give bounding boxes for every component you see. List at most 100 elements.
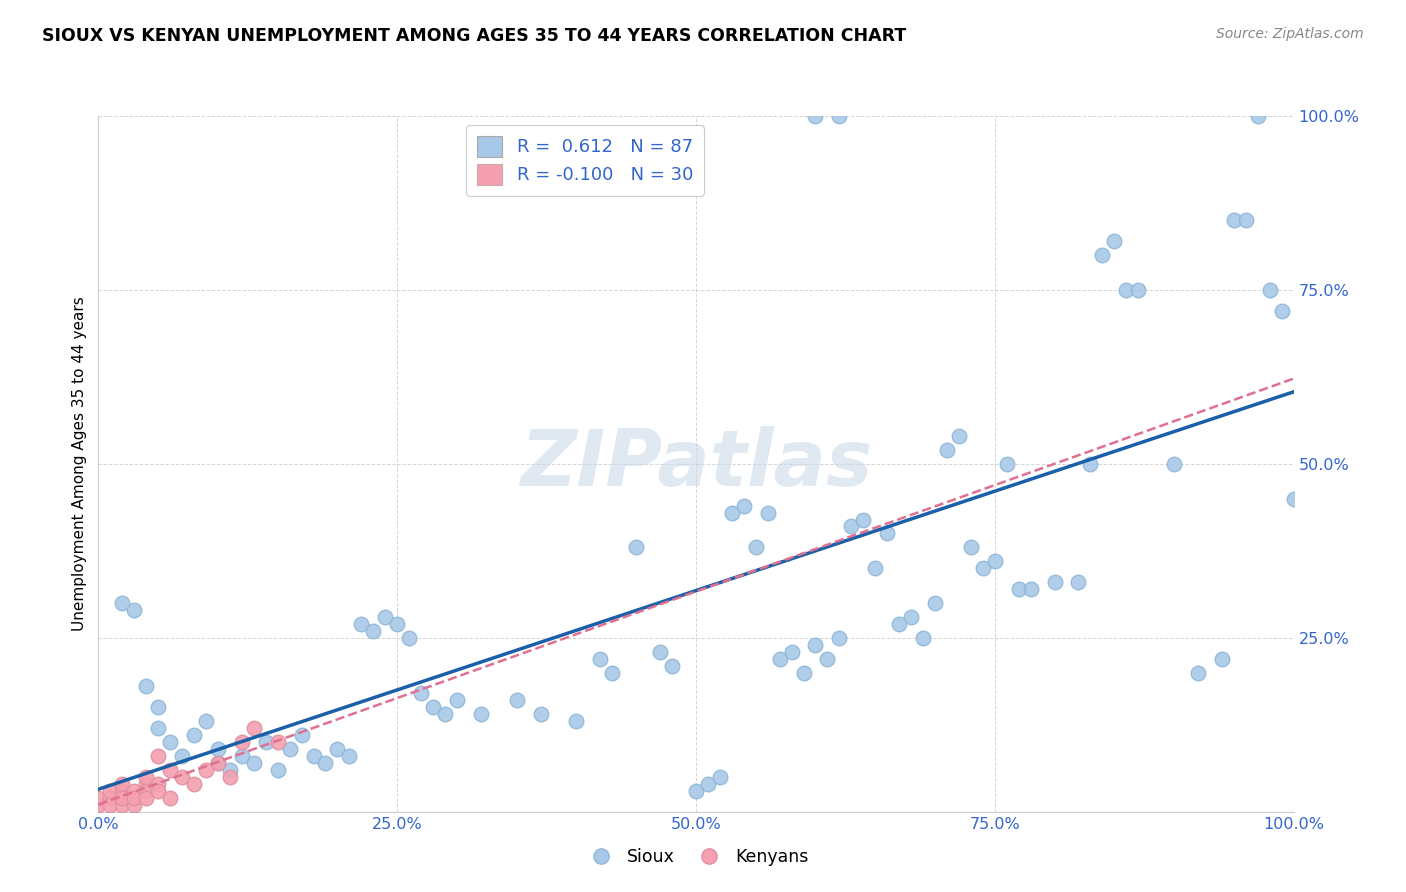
Point [254, 735, 277, 749]
Point [995, 457, 1018, 471]
Point [804, 638, 827, 652]
Point [183, 777, 205, 791]
Point [624, 541, 647, 555]
Point [852, 512, 875, 526]
Point [506, 693, 529, 707]
Point [363, 624, 385, 638]
Point [959, 541, 981, 555]
Point [111, 790, 134, 805]
Point [243, 721, 266, 735]
Point [1067, 575, 1090, 590]
Point [194, 714, 217, 729]
Point [124, 603, 146, 617]
Text: SIOUX VS KENYAN UNEMPLOYMENT AMONG AGES 35 TO 44 YEARS CORRELATION CHART: SIOUX VS KENYAN UNEMPLOYMENT AMONG AGES … [42, 27, 907, 45]
Point [911, 631, 934, 645]
Y-axis label: Unemployment Among Ages 35 to 44 years: Unemployment Among Ages 35 to 44 years [72, 296, 87, 632]
Point [972, 561, 994, 575]
Point [148, 749, 170, 764]
Point [828, 109, 851, 123]
Point [148, 721, 170, 735]
Point [565, 714, 588, 729]
Point [98, 790, 122, 805]
Point [1211, 651, 1233, 665]
Point [337, 749, 360, 764]
Point [290, 728, 312, 742]
Point [302, 749, 325, 764]
Point [350, 616, 373, 631]
Point [1128, 283, 1150, 297]
Point [446, 693, 468, 707]
Point [433, 707, 456, 722]
Point [768, 651, 790, 665]
Point [1258, 283, 1281, 297]
Point [231, 749, 253, 764]
Point [924, 596, 946, 610]
Point [98, 784, 122, 798]
Point [470, 707, 492, 722]
Point [661, 658, 683, 673]
Point [159, 790, 181, 805]
Point [124, 784, 146, 798]
Point [422, 700, 444, 714]
Point [135, 790, 157, 805]
Point [231, 735, 253, 749]
Point [135, 770, 157, 784]
Point [1019, 582, 1042, 596]
Point [745, 541, 768, 555]
Point [172, 749, 194, 764]
Point [815, 651, 838, 665]
Point [1102, 234, 1125, 248]
Point [124, 790, 146, 805]
Point [685, 784, 707, 798]
Point [111, 784, 134, 798]
Point [87, 790, 110, 805]
Point [207, 742, 229, 756]
Point [267, 735, 290, 749]
Point [589, 651, 612, 665]
Text: ZIPatlas: ZIPatlas [520, 425, 872, 502]
Point [876, 526, 898, 541]
Point [159, 735, 181, 749]
Point [839, 519, 862, 533]
Point [135, 680, 157, 694]
Point [98, 797, 122, 812]
Point [1187, 665, 1209, 680]
Point [1115, 283, 1137, 297]
Point [780, 645, 803, 659]
Point [207, 756, 229, 770]
Point [1222, 213, 1246, 227]
Point [600, 665, 623, 680]
Point [900, 610, 922, 624]
Point [1007, 582, 1029, 596]
Point [315, 756, 337, 770]
Point [183, 728, 205, 742]
Point [194, 763, 217, 777]
Point [1282, 491, 1305, 506]
Point [889, 616, 911, 631]
Point [948, 429, 970, 443]
Point [1043, 575, 1066, 590]
Point [1246, 109, 1268, 123]
Point [111, 797, 134, 812]
Point [863, 561, 886, 575]
Point [159, 763, 181, 777]
Point [721, 506, 744, 520]
Point [385, 616, 409, 631]
Legend: Sioux, Kenyans: Sioux, Kenyans [576, 841, 815, 872]
Point [219, 763, 242, 777]
Point [111, 777, 134, 791]
Point [135, 777, 157, 791]
Point [793, 665, 815, 680]
Point [243, 756, 266, 770]
Text: Source: ZipAtlas.com: Source: ZipAtlas.com [1216, 27, 1364, 41]
Point [267, 763, 290, 777]
Point [148, 777, 170, 791]
Point [756, 506, 779, 520]
Point [278, 742, 301, 756]
Point [935, 442, 957, 457]
Point [983, 554, 1005, 568]
Point [709, 770, 731, 784]
Point [828, 631, 851, 645]
Point [374, 610, 396, 624]
Point [124, 797, 146, 812]
